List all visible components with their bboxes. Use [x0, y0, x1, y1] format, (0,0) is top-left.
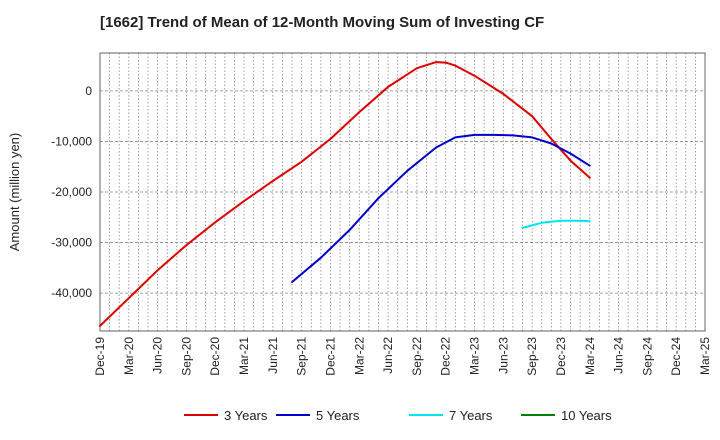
- y-tick-label: -40,000: [51, 286, 92, 300]
- y-axis-ticks: 0 -10,000 -20,000 -30,000 -40,000: [51, 84, 92, 300]
- y-tick-label: -20,000: [51, 185, 92, 199]
- legend-label: 5 Years: [316, 408, 360, 423]
- x-tick-label: Mar-24: [583, 337, 597, 375]
- series-line-7-years: [521, 219, 591, 229]
- x-tick-label: Mar-21: [237, 337, 251, 375]
- x-tick-label: Mar-20: [122, 337, 136, 375]
- x-tick-label: Jun-21: [266, 337, 280, 374]
- chart-title: [1662] Trend of Mean of 12-Month Moving …: [100, 14, 545, 31]
- plot-area-border: [99, 52, 706, 332]
- x-tick-label: Dec-19: [93, 337, 107, 376]
- x-tick-label: Jun-22: [381, 337, 395, 374]
- x-tick-label: Dec-21: [323, 337, 337, 376]
- legend-label: 3 Years: [224, 408, 268, 423]
- x-tick-label: Dec-22: [439, 337, 453, 376]
- series-line-5-years: [291, 133, 591, 283]
- x-tick-label: Sep-22: [410, 337, 424, 376]
- legend: 3 Years 5 Years 7 Years 10 Years: [184, 408, 612, 423]
- x-tick-label: Jun-24: [612, 337, 626, 374]
- series-line-3-years: [99, 61, 591, 327]
- x-tick-label: Sep-23: [525, 337, 539, 376]
- y-tick-label: -30,000: [51, 236, 92, 250]
- grid-lines: [100, 53, 705, 331]
- x-tick-label: Dec-20: [208, 337, 222, 376]
- legend-label: 7 Years: [449, 408, 493, 423]
- x-tick-label: Mar-22: [352, 337, 366, 375]
- x-tick-label: Mar-25: [698, 337, 712, 375]
- y-tick-label: 0: [85, 84, 92, 98]
- x-tick-label: Mar-23: [468, 337, 482, 375]
- series-lines: [99, 61, 591, 327]
- x-tick-label: Sep-21: [295, 337, 309, 376]
- legend-label: 10 Years: [561, 408, 612, 423]
- x-axis-ticks: Dec-19 Mar-20 Jun-20 Sep-20 Dec-20 Mar-21 Jun-…: [93, 337, 712, 376]
- x-tick-label: Dec-23: [554, 337, 568, 376]
- x-tick-label: Jun-20: [151, 337, 165, 374]
- x-tick-label: Dec-24: [669, 337, 683, 376]
- x-tick-label: Sep-24: [640, 337, 654, 376]
- y-tick-label: -10,000: [51, 134, 92, 148]
- x-tick-label: Sep-20: [179, 337, 193, 376]
- y-axis-label: Amount (million yen): [7, 133, 22, 252]
- x-tick-label: Jun-23: [496, 337, 510, 374]
